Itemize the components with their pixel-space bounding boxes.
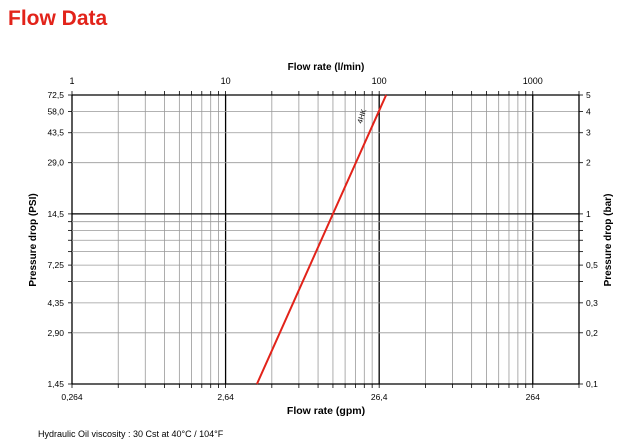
y-right-tick-label: 0,2 <box>586 328 598 338</box>
y-right-tick-label: 2 <box>586 158 591 168</box>
y-left-tick-label: 1,45 <box>47 379 64 389</box>
y-right-tick-label: 4 <box>586 106 591 116</box>
y-left-tick-label: 29,0 <box>47 158 64 168</box>
x-bottom-tick-label: 0,264 <box>61 392 83 402</box>
x-top-tick-label: 10 <box>221 76 231 86</box>
y-right-tick-label: 5 <box>586 90 591 100</box>
y-left-tick-label: 2,90 <box>47 328 64 338</box>
grid <box>68 91 583 388</box>
x-bottom-tick-label: 264 <box>526 392 540 402</box>
y-right-tick-label: 0,3 <box>586 298 598 308</box>
series-label: 4HK <box>355 108 368 125</box>
y-right-tick-label: 0,1 <box>586 379 598 389</box>
page-title: Flow Data <box>8 7 108 30</box>
y-left-tick-label: 43,5 <box>47 128 64 138</box>
y-left-axis-title: Pressure drop (PSI) <box>28 193 39 286</box>
y-left-tick-label: 14,5 <box>47 209 64 219</box>
series-line-4hk <box>256 94 388 385</box>
y-right-axis-title: Pressure drop (bar) <box>603 194 614 287</box>
x-top-axis-title: Flow rate (l/min) <box>288 62 365 73</box>
x-top-tick-label: 1000 <box>523 76 543 86</box>
y-left-tick-label: 7,25 <box>47 260 64 270</box>
y-right-tick-label: 0,5 <box>586 260 598 270</box>
y-left-tick-label: 72,5 <box>47 90 64 100</box>
y-right-tick-label: 3 <box>586 128 591 138</box>
x-top-tick-label: 100 <box>372 76 387 86</box>
y-right-tick-label: 1 <box>586 209 591 219</box>
x-bottom-axis-title: Flow rate (gpm) <box>287 405 365 417</box>
x-bottom-tick-label: 26,4 <box>371 392 388 402</box>
x-top-tick-label: 1 <box>69 76 74 86</box>
x-bottom-tick-label: 2,64 <box>217 392 234 402</box>
marks: 1 0,264 10 2,64 100 26,4 1000 264 5 72,5 4 58,0 3 43,… <box>47 76 598 402</box>
y-left-tick-label: 4,35 <box>47 298 64 308</box>
viscosity-note: Hydraulic Oil viscosity : 30 Cst at 40°C… <box>38 429 224 439</box>
y-left-tick-label: 58,0 <box>47 106 64 116</box>
